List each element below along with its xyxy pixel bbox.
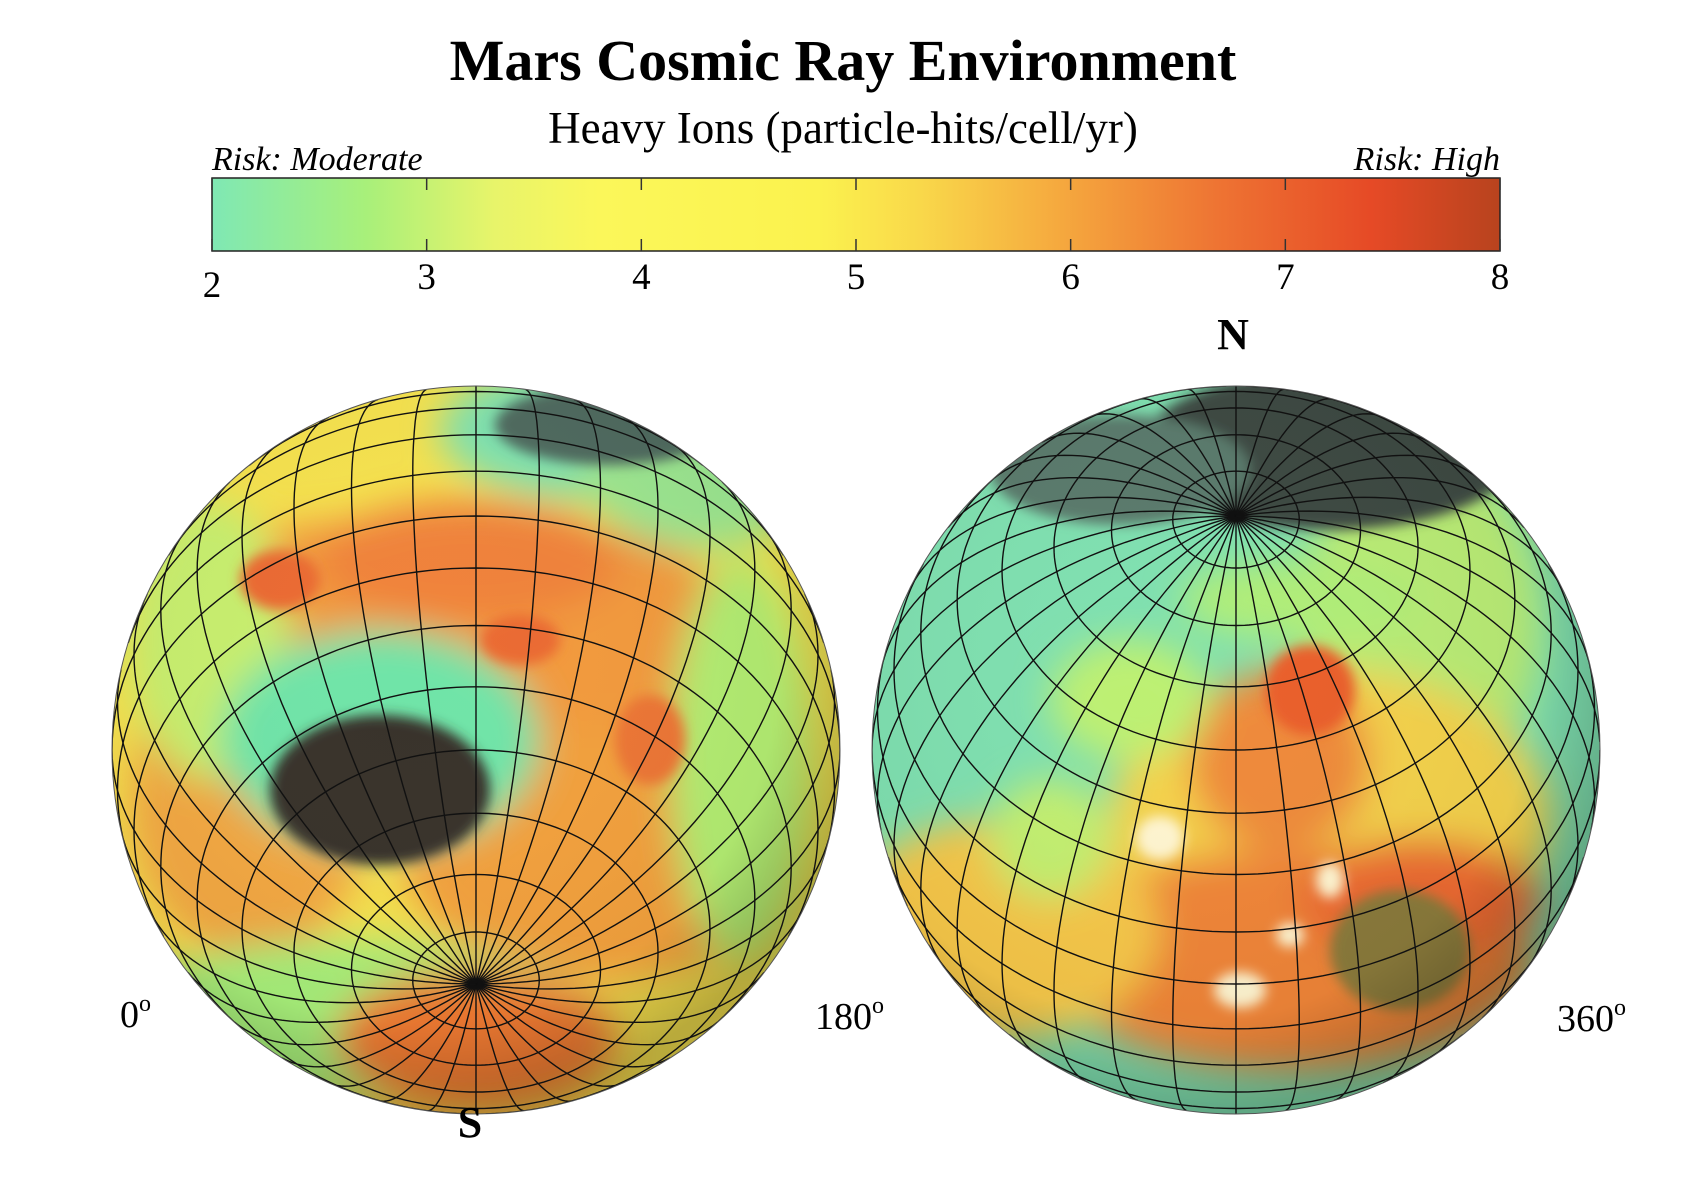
- graticule-meridian: [1235, 515, 1419, 1084]
- graticule-meridian: [1110, 515, 1237, 1102]
- graticule-meridian: [234, 983, 477, 1046]
- graticule-meridian: [475, 416, 659, 985]
- chart-subtitle: Heavy Ions (particle-hits/cell/yr): [548, 103, 1138, 153]
- colorbar-tick-label-2: 2: [202, 265, 222, 306]
- graticule-meridian: [920, 515, 1237, 968]
- longitude-label-360: 360o: [1557, 995, 1626, 1040]
- graticule-meridian: [350, 398, 477, 985]
- south-pole-label: S: [457, 1098, 483, 1147]
- graticule-meridian: [475, 398, 602, 985]
- graticule-meridian: [150, 912, 477, 1004]
- graticule-meridian: [475, 972, 765, 1023]
- graticule-meridian: [475, 388, 540, 985]
- graticule-meridian: [116, 669, 477, 985]
- graticule-meridian: [332, 983, 477, 1087]
- colorbar-tick-label-5: 5: [846, 257, 866, 298]
- graticule-meridian: [133, 593, 477, 985]
- graticule-meridian: [882, 510, 1237, 662]
- chart-title: Mars Cosmic Ray Environment: [449, 28, 1237, 93]
- graticule-meridian: [1235, 515, 1362, 1102]
- graticule-meridian: [281, 983, 477, 1068]
- graticule-meridian: [956, 515, 1237, 1019]
- left-globe: [112, 386, 840, 1114]
- graticule-meridian: [1235, 515, 1471, 1056]
- graticule-meridian: [1053, 515, 1237, 1084]
- colorbar-tick-marks: [211, 178, 1501, 251]
- graticule-meridian: [1235, 413, 1380, 517]
- graticule-meridian: [1172, 515, 1237, 1112]
- graticule-meridian: [1235, 496, 1562, 588]
- graticule-meridian: [1235, 477, 1525, 528]
- graticule-meridian: [1235, 515, 1552, 968]
- graticule-meridian: [1235, 454, 1478, 517]
- graticule-meridian: [1235, 515, 1600, 742]
- graticule-meridian: [427, 983, 477, 1112]
- graticule-meridian: [1041, 432, 1237, 517]
- colorbar-gradient: [211, 177, 1501, 252]
- graticule-meridian: [475, 444, 711, 985]
- graticule-meridian: [475, 983, 525, 1112]
- graticule-meridian: [475, 481, 756, 985]
- colorbar-tick-label-4: 4: [632, 257, 651, 298]
- graticule-meridian: [475, 749, 840, 985]
- graticule-parallel: [160, 624, 792, 1030]
- graticule-meridian: [475, 593, 819, 985]
- graticule-meridian: [1187, 388, 1237, 517]
- graticule-meridian: [241, 444, 477, 985]
- graticule-meridian: [1001, 515, 1237, 1056]
- graticule-meridian: [1140, 397, 1237, 517]
- colorbar-tick-label-8: 8: [1490, 257, 1510, 298]
- graticule-meridian: [1235, 515, 1516, 1019]
- graticule-meridian: [1235, 515, 1596, 831]
- risk-high-label: Risk: High: [1353, 141, 1500, 178]
- graticule-meridian: [112, 749, 477, 985]
- graticule-meridian: [475, 912, 802, 1004]
- graticule-meridian: [122, 838, 477, 990]
- colorbar-tick-label-3: 3: [417, 257, 436, 298]
- right-globe-rim: [871, 385, 1601, 1115]
- graticule-meridian: [994, 454, 1237, 517]
- right-globe: [872, 386, 1600, 1114]
- graticule-meridian: [1235, 515, 1300, 1112]
- graticule-meridian: [293, 416, 477, 985]
- graticule-meridian: [947, 477, 1237, 528]
- graticule-meridian: [412, 388, 477, 985]
- graticule-meridian: [872, 515, 1237, 751]
- graticule-meridian: [475, 838, 830, 990]
- graticule-meridian: [475, 983, 718, 1046]
- colorbar-tick-label-6: 6: [1061, 257, 1080, 298]
- graticule-meridian: [187, 972, 477, 1023]
- north-pole-label: N: [1217, 310, 1249, 359]
- graticule-meridian: [1235, 397, 1332, 517]
- graticule-parallel: [920, 470, 1552, 876]
- colorbar: [211, 177, 1501, 252]
- graticule-meridian: [475, 532, 792, 985]
- longitude-label-180: 180o: [815, 993, 884, 1038]
- colorbar-tick-label-7: 7: [1276, 257, 1295, 298]
- graticule-meridian: [910, 496, 1237, 588]
- graticule-meridian: [1235, 432, 1431, 517]
- graticule-meridian: [380, 983, 477, 1103]
- risk-moderate-label: Risk: Moderate: [212, 141, 423, 178]
- graticule-meridian: [475, 669, 836, 985]
- graticule-meridian: [475, 983, 620, 1087]
- graticule-meridian: [876, 515, 1237, 831]
- graticule-meridian: [1235, 388, 1285, 517]
- graticule-meridian: [1235, 510, 1590, 662]
- graticule-meridian: [475, 983, 671, 1068]
- graticule-meridian: [893, 515, 1237, 907]
- graticule-meridian: [1235, 515, 1579, 907]
- left-globe-rim: [111, 385, 841, 1115]
- graticule-meridian: [160, 532, 477, 985]
- graticule-meridian: [475, 983, 572, 1103]
- longitude-label-0: 0o: [120, 991, 151, 1036]
- graticule-meridian: [196, 481, 477, 985]
- graticule-meridian: [1092, 413, 1237, 517]
